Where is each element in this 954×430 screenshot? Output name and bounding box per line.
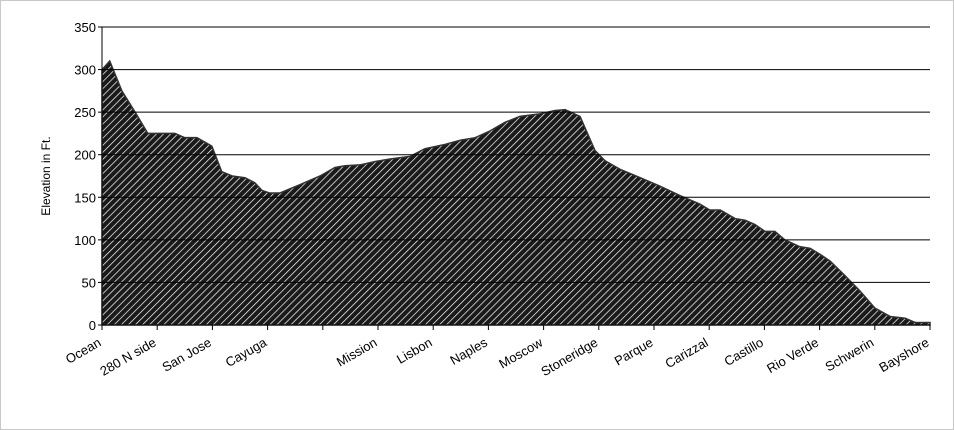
- y-tick-label: 50: [82, 275, 96, 290]
- x-tick-label: San Jose: [159, 335, 213, 375]
- y-tick-label: 250: [74, 105, 96, 120]
- y-tick-label: 0: [89, 318, 96, 333]
- elevation-area: [101, 59, 931, 326]
- x-tick-label: Stoneridge: [538, 335, 600, 379]
- x-tick-label: Parque: [612, 335, 656, 369]
- x-tick-label: Ocean: [63, 335, 104, 367]
- x-tick-label: Cayuga: [223, 334, 270, 370]
- x-tick-label: Mission: [334, 335, 380, 370]
- x-tick-label: Rio Verde: [764, 335, 821, 377]
- y-tick-label: 200: [74, 148, 96, 163]
- x-tick-label: Carizzal: [663, 335, 711, 372]
- y-tick-label: 150: [74, 190, 96, 205]
- x-tick-label: Castillo: [721, 335, 765, 369]
- x-tick-label: Lisbon: [394, 335, 435, 367]
- y-tick-label: 100: [74, 233, 96, 248]
- y-axis-label: Elevation in Ft.: [39, 136, 53, 215]
- y-tick-label: 350: [74, 20, 96, 35]
- x-tick-label: Bayshore: [876, 335, 931, 375]
- y-tick-label: 300: [74, 63, 96, 78]
- x-tick-label: Naples: [447, 334, 490, 367]
- x-tick-label: 280 N side: [97, 335, 158, 379]
- x-tick-label: Schwerin: [822, 335, 876, 375]
